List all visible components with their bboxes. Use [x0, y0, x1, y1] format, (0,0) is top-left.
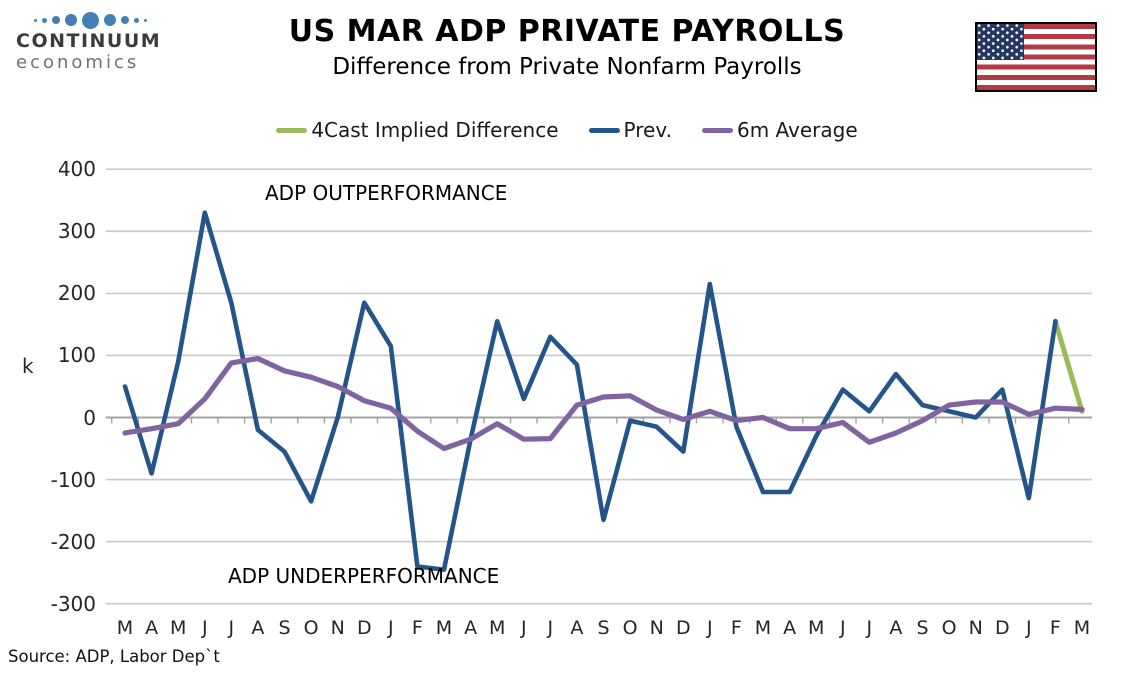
- month-label: J: [1025, 617, 1032, 639]
- legend-item-prev: Prev.: [588, 118, 672, 142]
- month-label: A: [145, 617, 158, 639]
- month-label: J: [227, 617, 234, 639]
- month-label: D: [676, 617, 691, 639]
- month-label: M: [117, 617, 133, 639]
- legend-swatch-4cast: [276, 127, 308, 133]
- month-label: J: [839, 617, 846, 639]
- month-label: S: [916, 617, 928, 639]
- month-label: J: [201, 617, 208, 639]
- month-label: J: [865, 617, 872, 639]
- month-label: M: [170, 617, 186, 639]
- chart-legend: 4Cast Implied Difference Prev. 6m Averag…: [0, 118, 1134, 142]
- y-tick-label: 200: [57, 281, 96, 306]
- month-label: J: [706, 617, 713, 639]
- continuum-logo: CONTINUUM economics: [16, 10, 216, 74]
- source-note: Source: ADP, Labor Dep`t: [8, 647, 220, 666]
- month-label: A: [889, 617, 902, 639]
- chart-subtitle: Difference from Private Nonfarm Payrolls: [332, 54, 802, 80]
- series-line-6m-average: [122, 355, 1085, 452]
- month-label: M: [755, 617, 771, 639]
- month-label: J: [520, 617, 527, 639]
- y-tick-label: 400: [57, 157, 96, 182]
- y-axis-unit-label: k: [22, 354, 34, 378]
- month-label: D: [995, 617, 1010, 639]
- logo-text-continuum: CONTINUUM: [16, 30, 162, 52]
- month-label: F: [731, 617, 742, 639]
- month-label: F: [412, 617, 423, 639]
- logo-text-economics: economics: [16, 52, 140, 73]
- title-block: US MAR ADP PRIVATE PAYROLLS Difference f…: [180, 14, 954, 82]
- series-line-prev-: [122, 210, 1058, 572]
- month-label: N: [969, 617, 983, 639]
- month-label: N: [331, 617, 345, 639]
- month-label: M: [1074, 617, 1090, 639]
- legend-item-6m: 6m Average: [701, 118, 858, 142]
- annotation-outperformance: ADP OUTPERFORMANCE: [265, 181, 508, 205]
- month-label: S: [278, 617, 290, 639]
- y-tick-label: -100: [50, 467, 96, 492]
- month-label: M: [489, 617, 505, 639]
- us-flag-canton: [977, 24, 1024, 60]
- y-tick-label: 100: [57, 343, 96, 368]
- legend-label-prev: Prev.: [623, 118, 672, 142]
- y-tick-label: -200: [50, 529, 96, 554]
- month-label: O: [623, 617, 638, 639]
- month-label: A: [570, 617, 583, 639]
- month-label: F: [1050, 617, 1061, 639]
- month-label: O: [942, 617, 957, 639]
- legend-item-4cast: 4Cast Implied Difference: [276, 118, 559, 142]
- month-label: M: [436, 617, 452, 639]
- series-line-4cast-implied-difference: [1052, 318, 1085, 414]
- y-tick-label: 0: [83, 405, 96, 430]
- y-tick-label: 300: [57, 219, 96, 244]
- legend-swatch-prev: [588, 127, 620, 133]
- annotation-underperformance: ADP UNDERPERFORMANCE: [228, 564, 500, 588]
- month-label: S: [597, 617, 609, 639]
- chart-title: US MAR ADP PRIVATE PAYROLLS: [288, 14, 846, 49]
- month-label: J: [387, 617, 394, 639]
- us-flag-icon: [975, 22, 1097, 92]
- y-tick-label: -300: [50, 591, 96, 616]
- month-label: J: [546, 617, 553, 639]
- month-label: O: [304, 617, 319, 639]
- legend-label-4cast: 4Cast Implied Difference: [311, 118, 559, 142]
- month-label: N: [650, 617, 664, 639]
- month-label: A: [251, 617, 264, 639]
- month-label: A: [464, 617, 477, 639]
- month-label: M: [808, 617, 824, 639]
- continuum-logo-dots-icon: [34, 10, 216, 30]
- month-label: D: [357, 617, 372, 639]
- legend-label-6m: 6m Average: [736, 118, 858, 142]
- month-label: A: [783, 617, 796, 639]
- legend-swatch-6m: [701, 127, 733, 133]
